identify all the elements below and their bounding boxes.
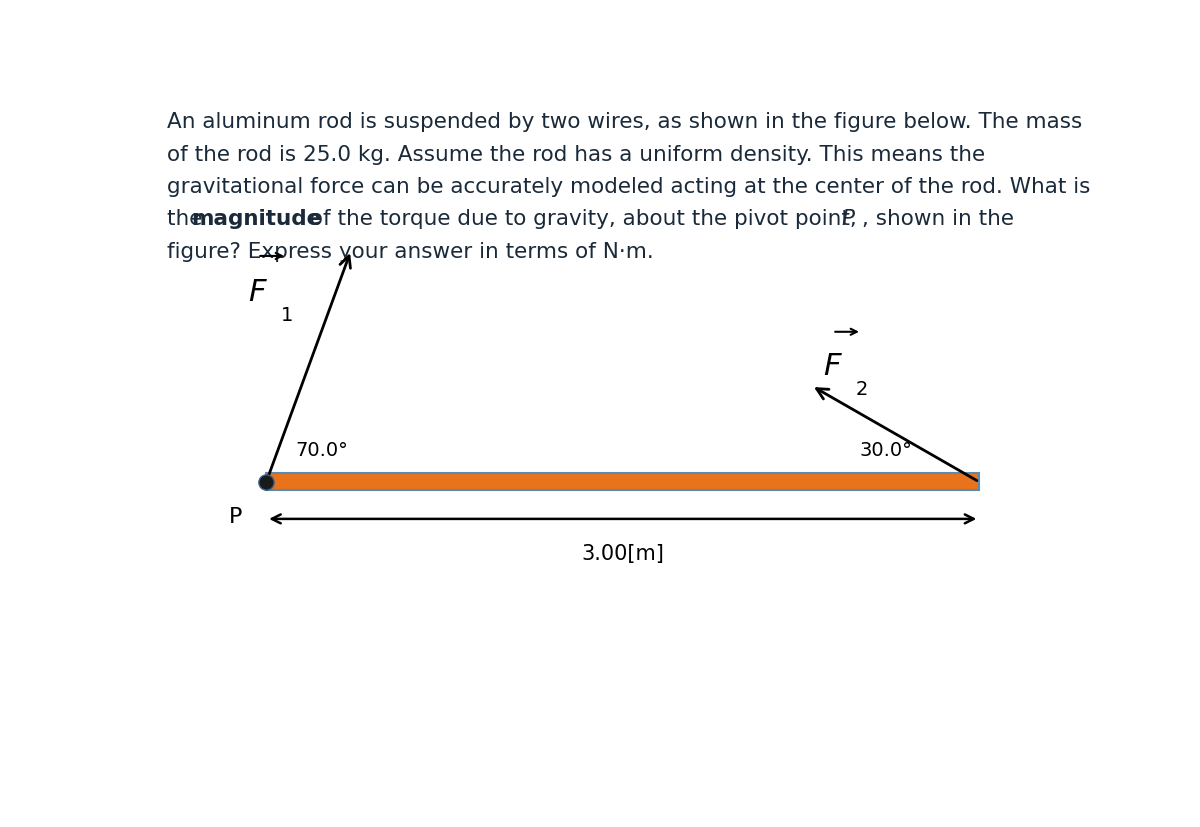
Text: the: the [167, 209, 209, 229]
Text: of the rod is 25.0 kg. Assume the rod has a uniform density. This means the: of the rod is 25.0 kg. Assume the rod ha… [167, 145, 985, 165]
Text: P: P [229, 507, 242, 527]
Text: magnitude: magnitude [192, 209, 322, 229]
Text: gravitational force can be accurately modeled acting at the center of the rod. W: gravitational force can be accurately mo… [167, 177, 1091, 197]
Text: 1: 1 [281, 306, 293, 325]
Text: 30.0°: 30.0° [859, 442, 912, 461]
Bar [266, 474, 979, 490]
Text: P: P [841, 209, 854, 229]
Text: $\mathit{F}$: $\mathit{F}$ [248, 277, 268, 308]
Text: 3.00[m]: 3.00[m] [581, 543, 664, 563]
Text: 70.0°: 70.0° [295, 442, 348, 461]
Text: $\mathit{F}$: $\mathit{F}$ [823, 351, 842, 382]
Text: of the torque due to gravity, about the pivot point,: of the torque due to gravity, about the … [302, 209, 863, 229]
Text: , shown in the: , shown in the [863, 209, 1014, 229]
Text: An aluminum rod is suspended by two wires, as shown in the figure below. The mas: An aluminum rod is suspended by two wire… [167, 112, 1082, 132]
Text: figure? Express your answer in terms of N·m.: figure? Express your answer in terms of … [167, 241, 654, 261]
Text: 2: 2 [856, 380, 868, 399]
